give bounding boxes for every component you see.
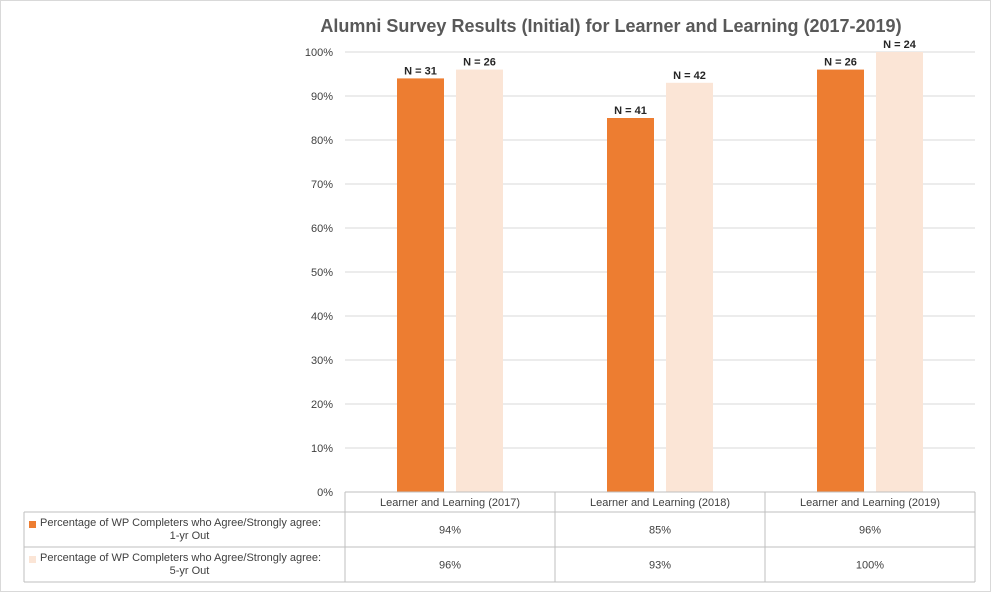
table-cell-value: 96% <box>439 560 461 572</box>
y-tick-label: 0% <box>317 487 333 499</box>
bar-series2-cat1 <box>456 69 503 492</box>
y-tick-label: 20% <box>311 399 333 411</box>
table-cell-value: 94% <box>439 525 461 537</box>
bar-series2-cat2 <box>666 82 713 493</box>
bar-data-label: N = 42 <box>673 70 706 82</box>
bar-data-label: N = 24 <box>883 39 917 51</box>
y-axis-ticks: 0% 10% 20% 30% 40% 50% 60% 70% 80% 90% 100% <box>305 47 333 499</box>
bar-series1-cat2 <box>607 118 654 492</box>
x-category-label: Learner and Learning (2018) <box>590 497 730 509</box>
y-tick-label: 100% <box>305 47 333 59</box>
y-tick-label: 70% <box>311 179 333 191</box>
y-tick-label: 40% <box>311 311 333 323</box>
legend-label: 1-yr Out <box>170 530 210 542</box>
y-tick-label: 90% <box>311 91 333 103</box>
legend-label: 5-yr Out <box>170 565 210 577</box>
legend-label: Percentage of WP Completers who Agree/St… <box>40 552 321 564</box>
bar-series1-cat3 <box>817 69 864 492</box>
y-tick-label: 80% <box>311 135 333 147</box>
y-tick-label: 30% <box>311 355 333 367</box>
legend-swatch <box>29 521 36 528</box>
bar-data-label: N = 41 <box>614 105 647 117</box>
legend-swatch <box>29 556 36 563</box>
bars <box>397 52 923 493</box>
bar-data-label: N = 31 <box>404 65 437 77</box>
y-tick-label: 10% <box>311 443 333 455</box>
legend-label: Percentage of WP Completers who Agree/St… <box>40 517 321 529</box>
y-tick-label: 60% <box>311 223 333 235</box>
table-cell-value: 93% <box>649 560 671 572</box>
chart-title: Alumni Survey Results (Initial) for Lear… <box>320 16 901 36</box>
table-cell-value: 85% <box>649 525 671 537</box>
data-table: Learner and Learning (2017) Learner and L… <box>23 491 976 583</box>
table-cell-value: 96% <box>859 525 881 537</box>
x-category-label: Learner and Learning (2019) <box>800 497 940 509</box>
bar-data-label: N = 26 <box>463 57 496 69</box>
data-labels: N = 31 N = 26 N = 41 N = 42 N = 26 N = 24 <box>404 39 917 117</box>
bar-data-label: N = 26 <box>824 57 857 69</box>
table-cell-value: 100% <box>856 560 884 572</box>
y-tick-label: 50% <box>311 267 333 279</box>
bar-series1-cat1 <box>397 78 444 493</box>
bar-series2-cat3 <box>876 52 923 492</box>
x-category-label: Learner and Learning (2017) <box>380 497 520 509</box>
